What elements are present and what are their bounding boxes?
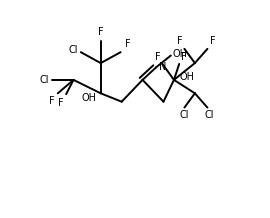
Text: OH: OH: [173, 49, 188, 59]
Text: F: F: [98, 27, 103, 37]
Text: F: F: [177, 36, 182, 46]
Text: F: F: [125, 39, 130, 49]
Text: F: F: [59, 97, 64, 107]
Text: Cl: Cl: [40, 75, 49, 85]
Text: OH: OH: [82, 92, 97, 102]
Text: N: N: [159, 62, 166, 72]
Text: F: F: [49, 96, 55, 106]
Text: F: F: [181, 52, 187, 62]
Text: Cl: Cl: [205, 110, 214, 120]
Text: F: F: [155, 52, 160, 62]
Text: F: F: [210, 36, 215, 46]
Text: Cl: Cl: [180, 110, 189, 120]
Text: Cl: Cl: [68, 46, 78, 56]
Text: OH: OH: [179, 72, 194, 82]
